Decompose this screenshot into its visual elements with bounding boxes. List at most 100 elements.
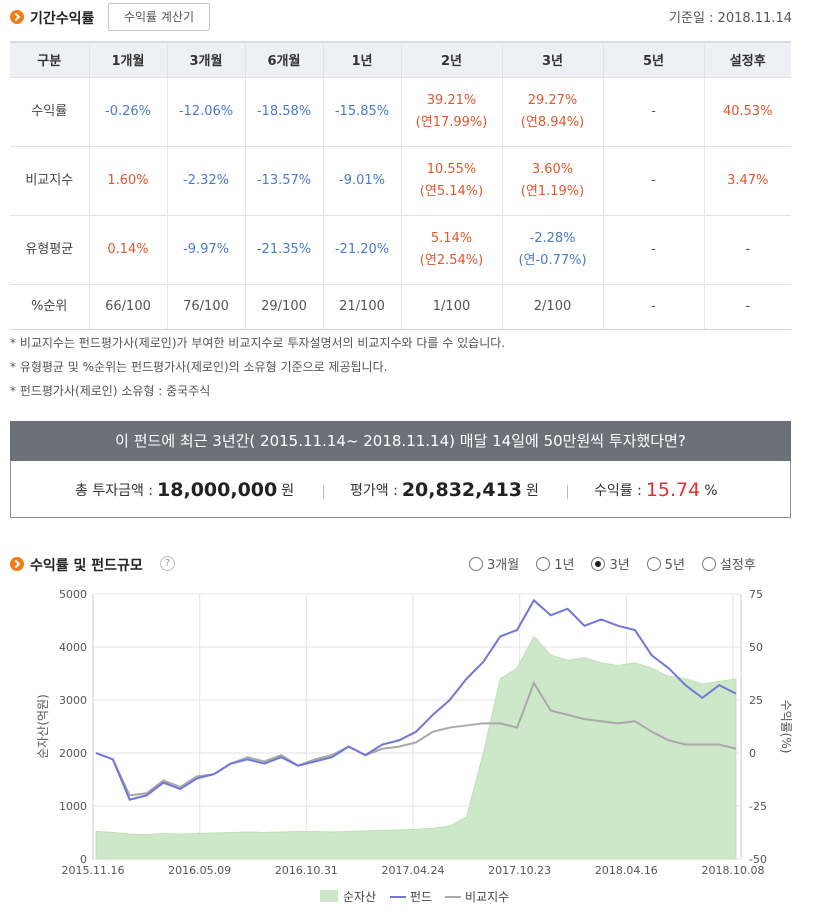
fund-return-line — [95, 598, 737, 801]
cell-value: 5.14% — [430, 230, 473, 246]
radio-icon[interactable] — [469, 556, 483, 571]
note-line: * 펀드평가사(제로인) 소유형 : 중국주식 — [10, 384, 211, 398]
table-cell: -12.06% — [166, 76, 245, 146]
table-row: 수익률 -0.26% -12.06% -18.58% -15.85% 39.21% (연17… — [10, 76, 791, 146]
table-cell: -15.85% — [322, 76, 401, 146]
returns-table: 구분 1개월 3개월 6개월 1년 2년 3년 5년 설정후 수익률 -0.26% -12.06% -… — [10, 41, 791, 330]
section-bullet-icon — [10, 557, 24, 571]
period-option[interactable]: 3년 — [591, 554, 630, 573]
cell-annualized-value: (연1.19%) — [520, 183, 585, 199]
y-axis-title-right: 수익률(%) — [779, 700, 793, 754]
evaluation-amount: 평가액 :20,832,413 원 — [350, 479, 539, 501]
y-tick-label-left: 1000 — [59, 800, 87, 813]
investment-simulation-summary: 총 투자금액 :18,000,000 원 평가액 :20,832,413 원 수익률… — [10, 461, 791, 518]
cell-value: 1.60% — [107, 172, 149, 188]
table-cell: 21/100 — [322, 283, 401, 330]
table-cell: 76/100 — [166, 283, 245, 330]
cell-value: 10.55% — [426, 161, 477, 177]
period-option[interactable]: 1년 — [536, 554, 574, 573]
cell-value: - — [745, 241, 751, 257]
column-header: 1년 — [322, 41, 401, 77]
divider — [323, 485, 324, 499]
return-calculator-button[interactable]: 수익률 계산기 — [108, 3, 210, 31]
column-header: 5년 — [602, 41, 704, 77]
cell-annualized-value: (연2.54%) — [419, 252, 484, 268]
radio-icon[interactable] — [701, 556, 716, 571]
evaluation-unit: 원 — [526, 483, 539, 499]
radio-icon[interactable] — [591, 556, 606, 571]
y-tick-label-right: 0 — [749, 747, 756, 760]
legend-label: 비교지수 — [465, 890, 509, 904]
x-tick-label: 2015.11.16 — [62, 864, 125, 877]
y-axis-title-left: 순자산(억원) — [36, 694, 50, 759]
table-cell: -21.20% — [322, 214, 401, 284]
cell-value: 29.27% — [527, 92, 578, 108]
cell-annualized-value: (연5.14%) — [419, 183, 484, 199]
cell-value: -18.58% — [256, 103, 312, 119]
x-tick-label: 2016.05.09 — [168, 864, 231, 877]
cell-value: 66/100 — [105, 298, 151, 314]
radio-icon[interactable] — [646, 556, 661, 571]
x-tick-label: 2018.10.08 — [702, 864, 765, 877]
y-tick-label-right: 50 — [749, 641, 763, 654]
legend-label: 펀드 — [410, 890, 432, 904]
table-cell: 40.53% — [703, 76, 791, 146]
cell-value: - — [651, 172, 656, 188]
total-investment-label: 총 투자금액 : — [75, 483, 154, 499]
divider — [567, 485, 568, 499]
y-tick-label-left: 0 — [80, 853, 87, 866]
cell-value: - — [651, 298, 656, 314]
period-option[interactable]: 3개월 — [469, 554, 519, 573]
cell-annualized-value: (연8.94%) — [520, 114, 585, 130]
question-icon[interactable]: ? — [160, 556, 175, 571]
cell-value: 3.60% — [531, 161, 574, 177]
table-cell: -18.58% — [244, 76, 323, 146]
radio-icon[interactable] — [536, 556, 551, 571]
table-cell: - — [703, 214, 791, 284]
table-cell: -21.35% — [244, 214, 323, 284]
table-cell: 3.60% (연1.19%) — [501, 145, 603, 215]
y-tick-label-right: 25 — [749, 694, 763, 707]
table-cell: 29.27% (연8.94%) — [501, 76, 603, 146]
cell-value: -2.28% — [529, 230, 576, 246]
x-tick-label: 2017.04.24 — [382, 864, 445, 877]
note-line: * 유형평균 및 %순위는 펀드평가사(제로인)의 소유형 기준으로 제공됩니다… — [10, 360, 388, 374]
x-tick-label: 2018.04.16 — [595, 864, 658, 877]
legend-label: 순자산 — [343, 890, 376, 904]
benchmark-line — [95, 680, 737, 797]
total-investment-value: 18,000,000 — [157, 479, 278, 501]
table-cell: - — [602, 145, 704, 215]
cell-value: -2.32% — [183, 172, 229, 188]
column-header: 3년 — [501, 41, 603, 77]
total-investment-unit: 원 — [281, 483, 295, 499]
section-bullet-icon — [10, 10, 24, 24]
cell-value: 76/100 — [183, 298, 229, 314]
column-header: 2년 — [400, 41, 502, 77]
table-cell: 3.47% — [703, 145, 791, 215]
column-header: 설정후 — [703, 41, 791, 77]
table-cell: -9.01% — [322, 145, 401, 215]
row-label: 비교지수 — [10, 145, 89, 215]
y-tick-label-left: 5000 — [59, 588, 87, 601]
investment-return: 수익률 :15.74% — [594, 479, 718, 501]
column-header: 6개월 — [244, 41, 323, 77]
table-row: 유형평균 0.14% -9.97% -21.35% -21.20% 5.14% (연2.54… — [10, 214, 791, 284]
y-tick-label-right: -50 — [749, 853, 767, 866]
table-cell: 66/100 — [88, 283, 167, 330]
period-option[interactable]: 설정후 — [701, 554, 756, 573]
table-cell: 0.14% — [88, 214, 167, 284]
evaluation-value: 20,832,413 — [401, 479, 523, 501]
table-row: %순위 66/100 76/100 29/100 21/100 1/100 2/100 - - — [10, 283, 791, 330]
returns-and-fund-size-chart: 0 1000 2000 3000 4000 5000 -50 -25 0 25 50 75 2015.1… — [36, 588, 793, 904]
table-cell: - — [703, 283, 791, 330]
cell-value: - — [651, 103, 656, 119]
cell-annualized-value: (연17.99%) — [415, 114, 488, 130]
column-header: 구분 — [10, 41, 89, 77]
table-cell: 1.60% — [88, 145, 167, 215]
cell-value: -21.35% — [256, 241, 312, 257]
y-tick-label-left: 4000 — [59, 641, 87, 654]
period-option[interactable]: 5년 — [646, 554, 685, 573]
y-tick-label-left: 3000 — [59, 694, 87, 707]
investment-return-value: 15.74 — [645, 479, 701, 501]
cell-value: 3.47% — [727, 172, 769, 188]
